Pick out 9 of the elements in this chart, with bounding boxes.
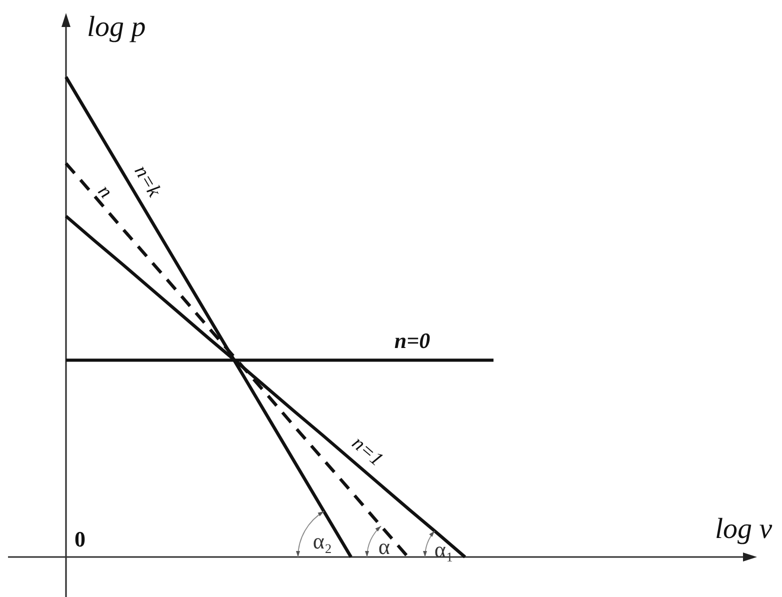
text: n <box>94 180 117 203</box>
y-axis-title: log p <box>87 11 146 43</box>
series-label: n=0 <box>394 328 430 353</box>
text: n=1 <box>348 432 388 471</box>
annotation: α₂ <box>312 528 332 554</box>
text: n=k <box>130 162 166 202</box>
x-axis-title: log v <box>715 513 772 545</box>
annotation: 0 <box>74 526 86 552</box>
annotation: α <box>378 534 390 559</box>
